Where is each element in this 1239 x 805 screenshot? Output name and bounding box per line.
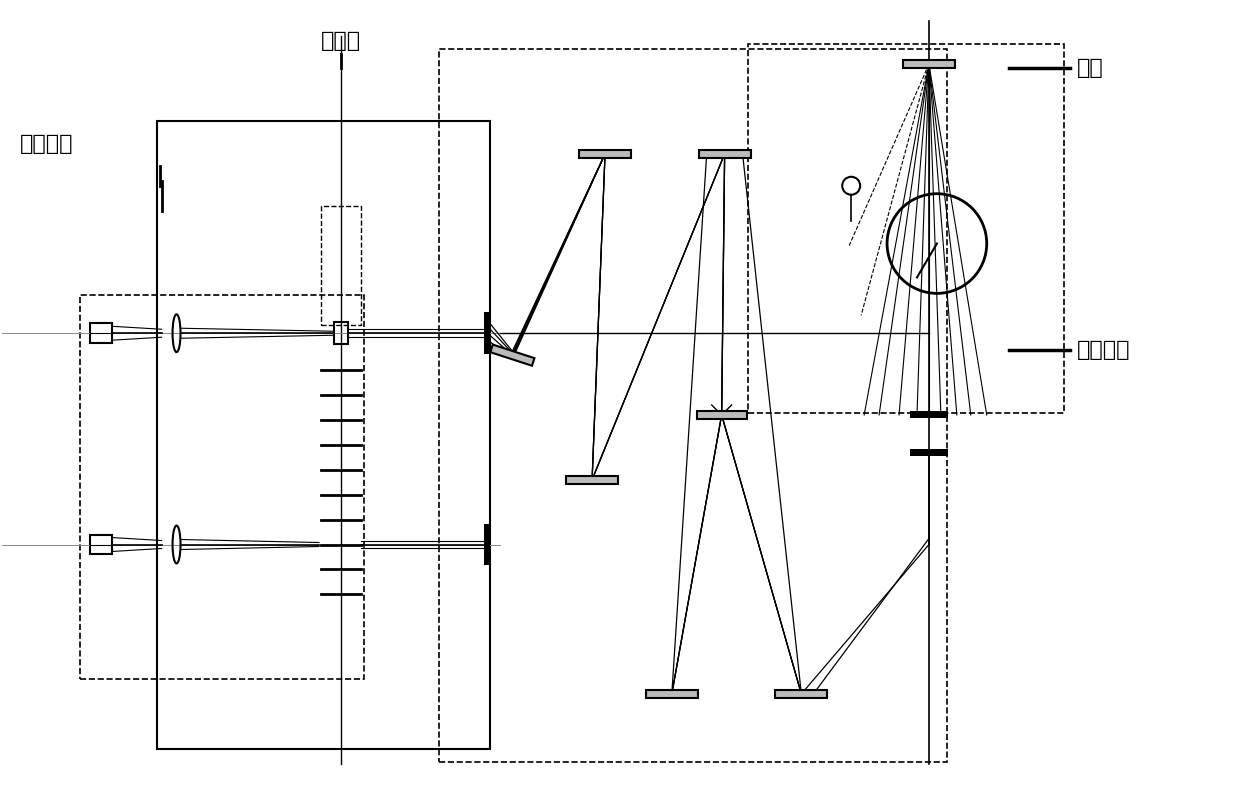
Text: 吸收池: 吸收池 xyxy=(321,31,361,52)
Bar xyxy=(566,476,618,484)
Bar xyxy=(903,60,955,68)
Text: 检测系统: 检测系统 xyxy=(20,134,73,154)
Bar xyxy=(699,150,751,158)
Text: 色散系统: 色散系统 xyxy=(1077,341,1130,360)
Bar xyxy=(579,150,631,158)
Bar xyxy=(909,449,948,456)
Bar xyxy=(696,411,747,419)
Text: 光源: 光源 xyxy=(1077,58,1103,78)
Bar xyxy=(484,312,491,354)
Bar xyxy=(484,523,491,565)
Bar xyxy=(776,690,828,698)
Bar xyxy=(909,411,948,419)
Bar xyxy=(491,345,534,365)
Bar xyxy=(646,690,698,698)
